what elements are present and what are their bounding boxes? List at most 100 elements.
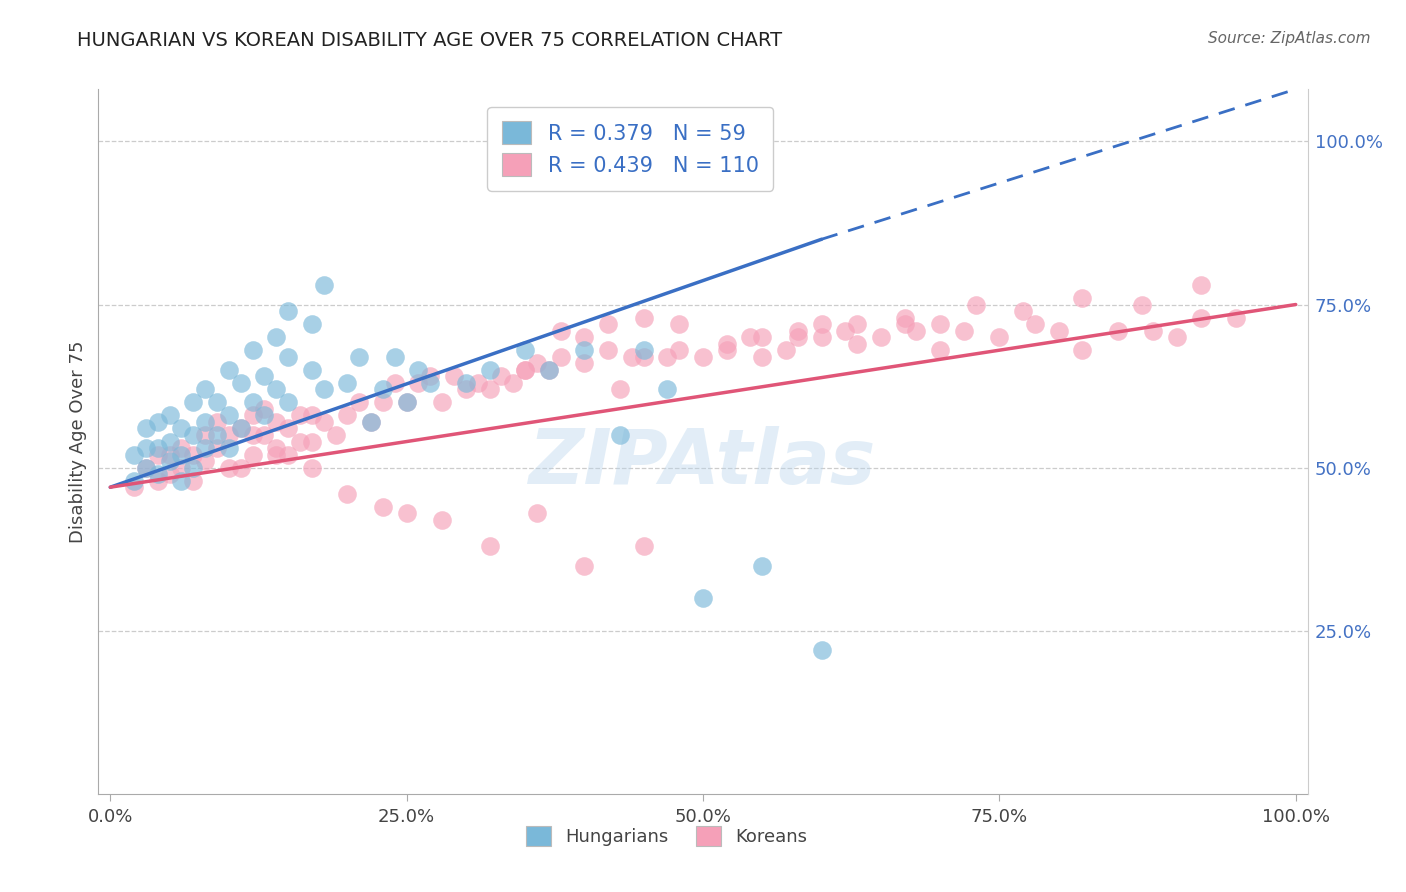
Point	[194, 454, 217, 468]
Point	[620, 350, 643, 364]
Point	[347, 350, 370, 364]
Point	[194, 415, 217, 429]
Point	[135, 460, 157, 475]
Point	[395, 506, 418, 520]
Point	[810, 330, 832, 344]
Point	[181, 474, 204, 488]
Text: ZIPAtlas: ZIPAtlas	[529, 425, 877, 500]
Point	[432, 513, 454, 527]
Point	[751, 330, 773, 344]
Point	[716, 336, 738, 351]
Point	[229, 460, 252, 475]
Point	[146, 474, 169, 488]
Point	[1189, 310, 1212, 325]
Point	[159, 434, 181, 449]
Point	[633, 539, 655, 553]
Point	[467, 376, 489, 390]
Point	[775, 343, 797, 358]
Point	[786, 324, 808, 338]
Point	[1166, 330, 1188, 344]
Point	[242, 448, 264, 462]
Point	[159, 467, 181, 482]
Point	[122, 474, 145, 488]
Point	[846, 317, 869, 331]
Point	[146, 441, 169, 455]
Point	[478, 539, 501, 553]
Point	[264, 448, 287, 462]
Point	[1071, 291, 1094, 305]
Point	[312, 415, 335, 429]
Point	[229, 421, 252, 435]
Point	[574, 343, 596, 358]
Point	[122, 480, 145, 494]
Point	[526, 356, 548, 370]
Point	[205, 428, 228, 442]
Point	[408, 376, 430, 390]
Point	[598, 343, 620, 358]
Point	[1189, 277, 1212, 292]
Point	[218, 441, 240, 455]
Point	[360, 415, 382, 429]
Point	[194, 441, 217, 455]
Point	[301, 460, 323, 475]
Y-axis label: Disability Age Over 75: Disability Age Over 75	[69, 340, 87, 543]
Point	[574, 558, 596, 573]
Point	[929, 343, 952, 358]
Point	[905, 324, 928, 338]
Point	[288, 434, 311, 449]
Point	[253, 428, 276, 442]
Point	[537, 363, 560, 377]
Point	[205, 395, 228, 409]
Point	[810, 643, 832, 657]
Point	[218, 460, 240, 475]
Text: HUNGARIAN VS KOREAN DISABILITY AGE OVER 75 CORRELATION CHART: HUNGARIAN VS KOREAN DISABILITY AGE OVER …	[77, 31, 783, 50]
Point	[242, 409, 264, 423]
Point	[929, 317, 952, 331]
Point	[253, 409, 276, 423]
Point	[526, 506, 548, 520]
Point	[170, 474, 193, 488]
Point	[1142, 324, 1164, 338]
Point	[135, 421, 157, 435]
Point	[443, 369, 465, 384]
Point	[668, 343, 690, 358]
Point	[371, 395, 394, 409]
Point	[419, 369, 441, 384]
Point	[159, 448, 181, 462]
Point	[205, 441, 228, 455]
Point	[537, 363, 560, 377]
Point	[478, 382, 501, 396]
Point	[277, 395, 299, 409]
Point	[574, 356, 596, 370]
Point	[218, 409, 240, 423]
Point	[810, 317, 832, 331]
Point	[384, 350, 406, 364]
Point	[633, 350, 655, 364]
Point	[264, 330, 287, 344]
Point	[146, 467, 169, 482]
Point	[312, 277, 335, 292]
Point	[146, 448, 169, 462]
Point	[550, 350, 572, 364]
Point	[301, 363, 323, 377]
Point	[657, 382, 679, 396]
Point	[277, 448, 299, 462]
Point	[1012, 304, 1035, 318]
Point	[288, 409, 311, 423]
Point	[181, 395, 204, 409]
Point	[264, 382, 287, 396]
Point	[170, 441, 193, 455]
Point	[170, 460, 193, 475]
Point	[633, 343, 655, 358]
Point	[325, 428, 347, 442]
Point	[502, 376, 524, 390]
Point	[301, 434, 323, 449]
Point	[740, 330, 762, 344]
Point	[668, 317, 690, 331]
Point	[657, 350, 679, 364]
Point	[395, 395, 418, 409]
Point	[170, 448, 193, 462]
Point	[1107, 324, 1129, 338]
Point	[692, 350, 714, 364]
Point	[515, 343, 537, 358]
